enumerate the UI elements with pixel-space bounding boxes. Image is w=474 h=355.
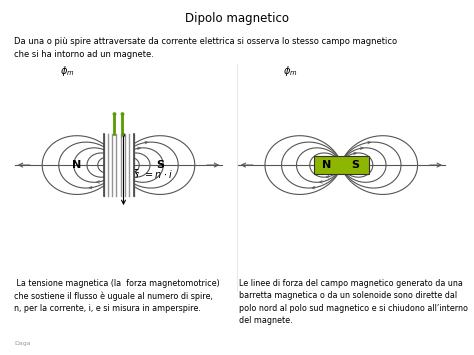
- Text: S: S: [156, 160, 164, 170]
- Text: $= n \cdot i$: $= n \cdot i$: [144, 168, 173, 180]
- Text: S: S: [352, 160, 360, 170]
- Text: $\phi_m$: $\phi_m$: [60, 64, 74, 78]
- Text: Dipolo magnetico: Dipolo magnetico: [185, 12, 289, 26]
- Text: Da una o più spire attraversate da corrente elettrica si osserva lo stesso campo: Da una o più spire attraversate da corre…: [14, 37, 397, 59]
- FancyBboxPatch shape: [103, 134, 134, 196]
- Text: Daga: Daga: [14, 341, 31, 346]
- Text: N: N: [72, 160, 81, 170]
- FancyBboxPatch shape: [314, 156, 369, 174]
- Text: $\phi_m$: $\phi_m$: [283, 64, 297, 78]
- Text: $\mathfrak{F}$: $\mathfrak{F}$: [130, 167, 140, 180]
- Text: La tensione magnetica (la  forza magnetomotrice)
che sostiene il flusso è uguale: La tensione magnetica (la forza magnetom…: [14, 279, 220, 313]
- Circle shape: [113, 113, 116, 115]
- Text: N: N: [322, 160, 332, 170]
- Text: Le linee di forza del campo magnetico generato da una
barretta magnetica o da un: Le linee di forza del campo magnetico ge…: [239, 279, 468, 325]
- Circle shape: [121, 113, 124, 115]
